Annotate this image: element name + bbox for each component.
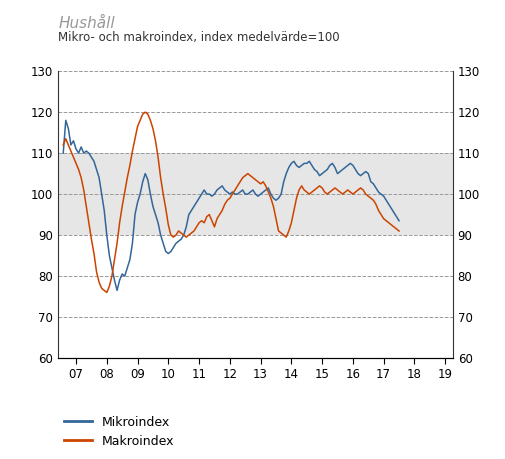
Text: Hushåll: Hushåll [58,16,115,31]
Legend: Mikroindex, Makroindex: Mikroindex, Makroindex [64,416,174,448]
Text: Mikro- och makroindex, index medelvärde=100: Mikro- och makroindex, index medelvärde=… [58,31,339,44]
Bar [58,153,452,235]
